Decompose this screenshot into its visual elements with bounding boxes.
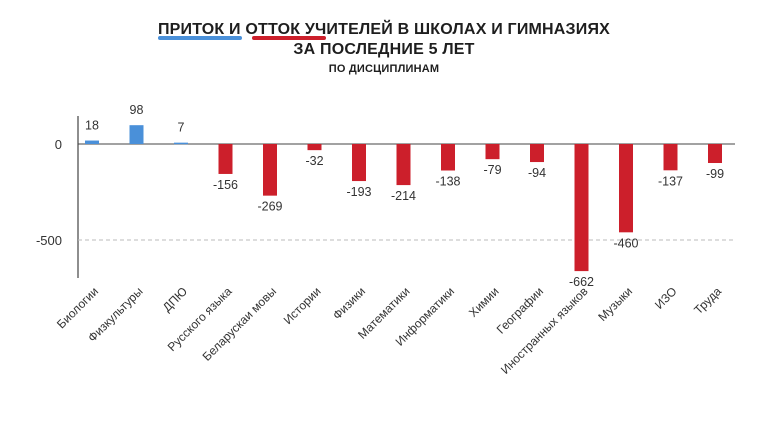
value-label: 7	[178, 121, 185, 135]
chart-subtitle: ПО ДИСЦИПЛИНАМ	[328, 63, 440, 75]
category-label: Химии	[466, 284, 502, 320]
bar-15	[708, 144, 722, 164]
value-label: 18	[85, 119, 99, 133]
category-label: Иностранных языков	[498, 284, 591, 377]
value-label: -138	[435, 174, 460, 188]
value-label: -269	[257, 200, 282, 214]
category-label: Музыки	[595, 284, 635, 324]
bar-9	[441, 144, 455, 171]
value-label: -214	[391, 189, 416, 203]
value-label: -662	[569, 275, 594, 289]
value-label: -32	[305, 154, 323, 168]
inflow-underline-marker	[157, 36, 242, 40]
category-label: Биологии	[54, 284, 101, 331]
chart-title: ПРИТОК И ОТТОК УЧИТЕЛЕЙ В ШКОЛАХ И ГИМНА…	[0, 20, 768, 40]
chart-title-line-2: ЗА ПОСЛЕДНИЕ 5 ЛЕТ	[293, 41, 475, 58]
bar-4	[218, 144, 233, 174]
value-label: -193	[346, 185, 371, 199]
chart-title-line-1: ПРИТОК И ОТТОК УЧИТЕЛЕЙ В ШКОЛАХ И ГИМНА…	[157, 20, 611, 40]
value-label: -156	[213, 178, 238, 192]
y-tick-label: 0	[55, 137, 62, 152]
bar-7	[352, 144, 366, 182]
category-label: Истории	[281, 284, 324, 327]
value-label: -94	[528, 166, 546, 180]
bar-1	[85, 140, 99, 144]
bar-6	[307, 144, 322, 151]
category-label: ДПЮ	[160, 284, 190, 314]
bar-12	[574, 144, 589, 272]
value-label: -79	[483, 163, 501, 177]
bar-5	[263, 144, 277, 196]
bar-14	[663, 144, 678, 171]
category-label: Физики	[330, 284, 368, 322]
chart-title-text: ПРИТОК И ОТТОК УЧИТЕЛЕЙ В ШКОЛАХ И ГИМНА…	[157, 21, 611, 38]
outflow-underline-marker	[251, 36, 326, 40]
bar-10	[485, 144, 500, 160]
chart-title-block: ПРИТОК И ОТТОК УЧИТЕЛЕЙ В ШКОЛАХ И ГИМНА…	[0, 20, 768, 76]
bar-11	[530, 144, 544, 163]
value-label: -460	[613, 236, 638, 250]
value-label: -99	[706, 167, 724, 181]
bar-13	[619, 144, 633, 233]
value-label: -137	[658, 174, 683, 188]
category-label: ИЗО	[652, 284, 680, 312]
value-label: 98	[130, 103, 144, 117]
bar-3	[174, 142, 188, 145]
bar-2	[129, 125, 144, 144]
bar-8	[396, 144, 411, 186]
category-label: Труда	[691, 284, 724, 317]
y-tick-label: -500	[36, 233, 62, 248]
